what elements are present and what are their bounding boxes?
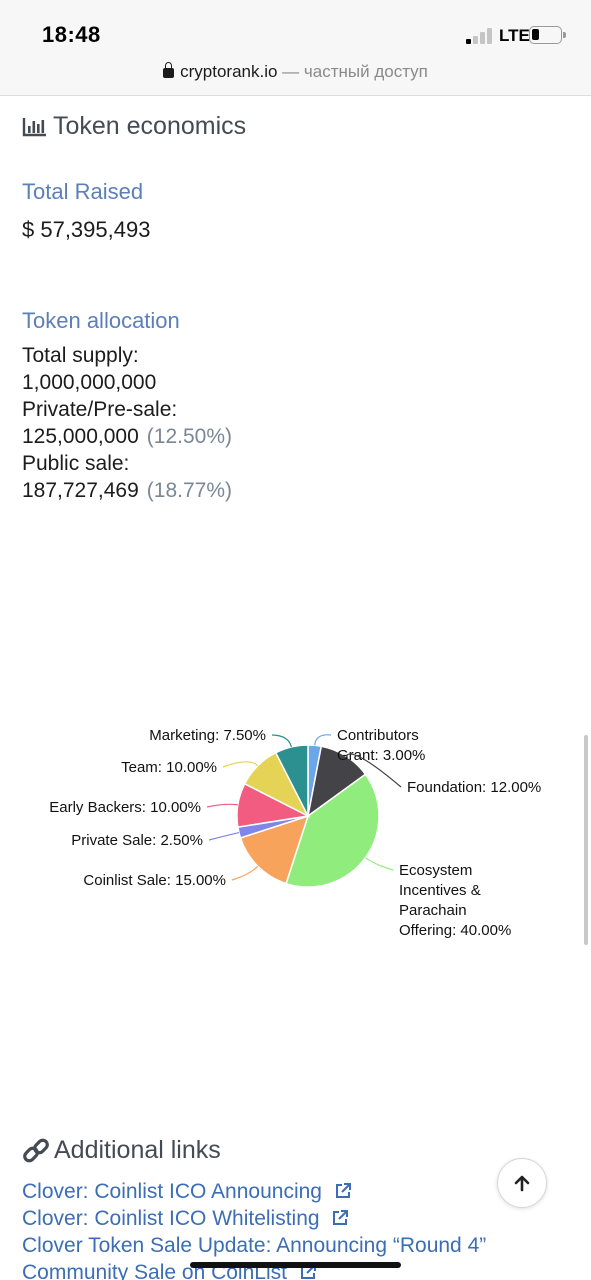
- pie-connector: [206, 803, 238, 808]
- private-presale-percent: (12.50%): [146, 425, 233, 448]
- private-presale-label: Private/Pre-sale:: [22, 398, 178, 421]
- link-coinlist-ico-whitelisting[interactable]: Clover: Coinlist ICO Whitelisting: [22, 1207, 349, 1231]
- public-sale-row: 187,727,469 (18.77%): [22, 477, 232, 504]
- external-link-icon: [333, 1210, 349, 1225]
- scroll-to-top-button[interactable]: [497, 1158, 547, 1208]
- address-domain: cryptorank.io: [180, 62, 278, 81]
- home-indicator: [190, 1262, 401, 1268]
- pie-connector: [231, 865, 259, 881]
- pie-slice-label: Coinlist Sale: 15.00%: [83, 872, 226, 889]
- page-scrollbar[interactable]: [584, 735, 588, 945]
- status-time: 18:48: [42, 22, 101, 47]
- private-presale-value: 125,000,000: [22, 425, 139, 448]
- address-bar[interactable]: cryptorank.io — частный доступ: [0, 62, 591, 82]
- total-raised-value: $ 57,395,493: [22, 217, 151, 242]
- token-allocation-label: Token allocation: [22, 308, 180, 333]
- private-presale-row: 125,000,000 (12.50%): [22, 423, 232, 450]
- external-link-icon: [335, 1183, 351, 1198]
- pie-connector: [314, 734, 332, 746]
- public-sale-value: 187,727,469: [22, 479, 139, 502]
- private-access-note: — частный доступ: [282, 62, 428, 81]
- network-type: LTE: [499, 26, 530, 45]
- pie-connector: [222, 761, 259, 768]
- pie-slice-label: Marketing: 7.50%: [149, 727, 266, 744]
- link-text: Clover: Coinlist ICO Announcing: [22, 1180, 322, 1203]
- link-coinlist-ico-announcing[interactable]: Clover: Coinlist ICO Announcing: [22, 1180, 352, 1204]
- section-title-text: Token economics: [53, 112, 247, 140]
- link-text: Clover: Coinlist ICO Whitelisting: [22, 1207, 320, 1230]
- total-raised-label: Total Raised: [22, 179, 144, 204]
- pie-slice-label: Team: 10.00%: [121, 759, 217, 776]
- link-token-sale-update[interactable]: Clover Token Sale Update: Announcing “Ro…: [22, 1234, 486, 1258]
- pie-connector: [271, 734, 292, 748]
- pie-connector: [365, 857, 394, 871]
- total-supply-label: Total supply:: [22, 344, 139, 367]
- token-economics-heading: Token economics: [22, 112, 246, 141]
- public-sale-percent: (18.77%): [146, 479, 233, 502]
- lock-icon: [163, 62, 175, 78]
- pie-slice[interactable]: [274, 744, 309, 817]
- additional-links-heading: Additional links: [22, 1136, 221, 1165]
- battery-icon: [529, 26, 566, 44]
- pie-slice-label: Foundation: 12.00%: [407, 779, 541, 796]
- bar-chart-icon: [22, 117, 46, 136]
- total-supply-value: 1,000,000,000: [22, 371, 157, 394]
- pie-slice-label: Ecosystem Incentives & Parachain Offering: …: [399, 862, 511, 939]
- link-text: Clover Token Sale Update: Announcing “Ro…: [22, 1234, 487, 1257]
- token-allocation-pie-chart: Contributors Grant: 3.00% Foundation: 12.0…: [49, 727, 541, 939]
- section-title-text: Additional links: [54, 1136, 221, 1164]
- pie-slice-label: Early Backers: 10.00%: [49, 799, 201, 816]
- pie-slice-label: Contributors Grant: 3.00%: [337, 727, 425, 764]
- pie-slice-label: Private Sale: 2.50%: [71, 832, 203, 849]
- public-sale-label: Public sale:: [22, 452, 130, 475]
- link-icon: [23, 1138, 49, 1162]
- arrow-up-icon: [514, 1175, 530, 1192]
- pie-connector: [345, 753, 402, 788]
- signal-icon: [466, 28, 494, 44]
- browser-top-bar: 18:48 LTE cryptorank.io — частный доступ: [0, 0, 591, 96]
- pie-connector: [208, 832, 240, 841]
